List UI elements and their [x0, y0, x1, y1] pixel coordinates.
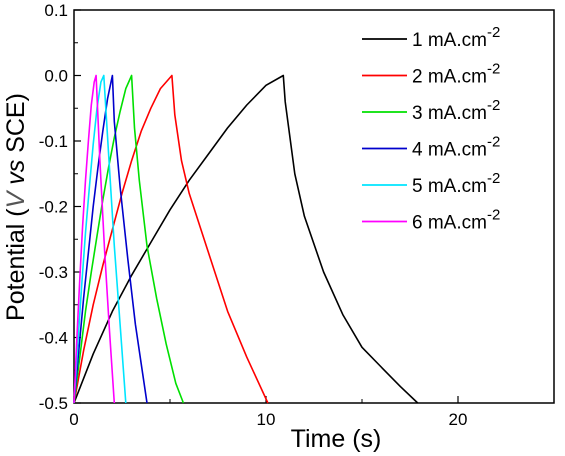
y-axis-title: Potential (V vs SCE)	[2, 93, 30, 321]
legend-label-6: 6 mA.cm-2	[412, 207, 500, 234]
legend-label-1: 1 mA.cm-2	[412, 24, 500, 51]
series-line-2	[73, 74, 269, 404]
x-tick-label: 10	[257, 410, 276, 429]
y-tick-label: 0.0	[44, 67, 68, 86]
y-tick-label: -0.2	[39, 198, 68, 217]
x-axis-title: Time (s)	[291, 425, 382, 453]
y-axis-title-vs: vs	[2, 153, 30, 192]
y-axis-title-prefix: Potential (	[2, 208, 30, 321]
series-line-1	[73, 74, 419, 404]
x-tick-label: 20	[449, 410, 468, 429]
y-tick-label: -0.1	[39, 132, 68, 151]
axis-ticks: 0 10 20 0.1 0.0 -0.1 -0.2 -0.3 -0.4 -0.5	[39, 1, 468, 429]
y-tick-label: 0.1	[44, 1, 68, 20]
y-axis-title-v: V	[2, 189, 30, 208]
series-line-6	[73, 74, 116, 404]
series-lines	[73, 74, 419, 404]
y-tick-label: -0.5	[39, 394, 68, 413]
legend-label-3: 3 mA.cm-2	[412, 97, 500, 124]
y-axis-title-suffix: SCE)	[2, 93, 30, 153]
legend: 1 mA.cm-2 2 mA.cm-2 3 mA.cm-2 4 mA.cm-2 5 mA…	[362, 24, 500, 234]
y-tick-label: -0.3	[39, 263, 68, 282]
legend-label-4: 4 mA.cm-2	[412, 134, 500, 161]
series-line-4	[73, 74, 148, 404]
y-tick-label: -0.4	[39, 329, 68, 348]
legend-label-5: 5 mA.cm-2	[412, 170, 500, 197]
x-tick-label: 0	[69, 410, 78, 429]
series-line-3	[73, 74, 185, 404]
legend-label-2: 2 mA.cm-2	[412, 61, 500, 88]
